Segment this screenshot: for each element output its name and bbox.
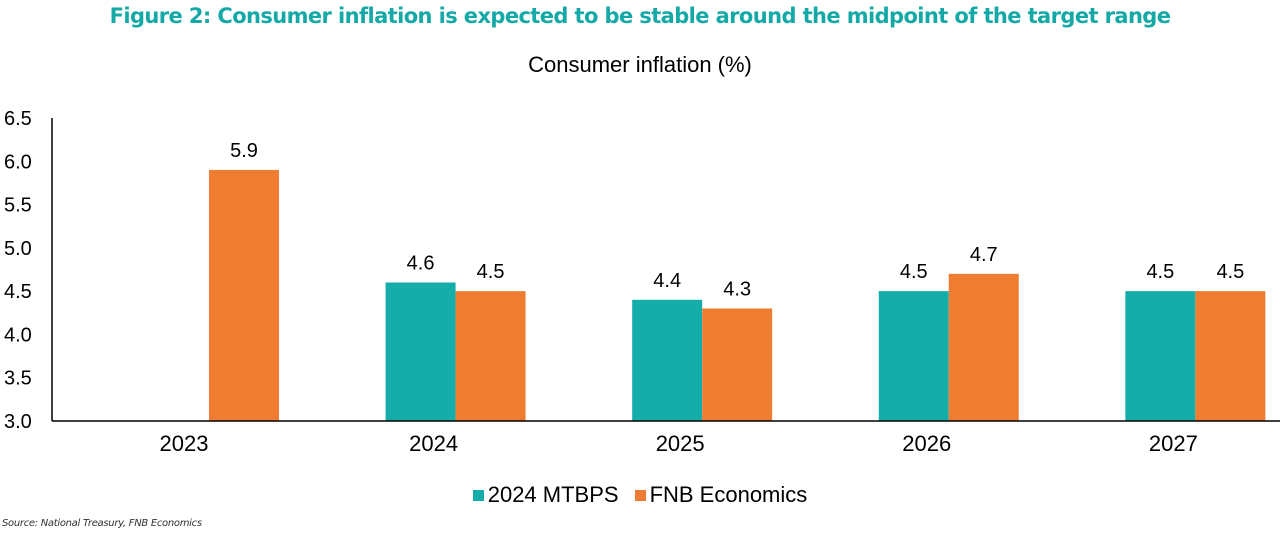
y-tick-label-4-5: 4.5 [4, 281, 32, 303]
y-axis-ticks: 3.0 3.5 4.0 4.5 5.0 5.5 6.0 6.5 [4, 108, 32, 433]
y-tick-label-5-0: 5.0 [4, 238, 32, 260]
legend-swatch-mtbps [472, 489, 484, 501]
data-label-2024-mtbps-2027: 4.5 [1146, 261, 1174, 283]
legend-swatch-fnb [634, 489, 646, 501]
data-label-2024-mtbps-2025: 4.4 [653, 270, 681, 292]
bar-2024-mtbps-2024 [385, 282, 456, 421]
bar-2024-mtbps-2026 [878, 291, 949, 421]
legend-item-fnb: FNB Economics [634, 482, 808, 508]
bar-fnb-economics-2026 [948, 273, 1019, 421]
y-tick-label-6-5: 6.5 [4, 108, 32, 130]
chart-title: Consumer inflation (%) [528, 52, 752, 77]
data-label-fnb-economics-2024: 4.5 [477, 261, 505, 283]
bar-2024-mtbps-2027 [1125, 291, 1196, 421]
data-label-2024-mtbps-2026: 4.5 [900, 261, 928, 283]
bar-fnb-economics-2025 [702, 308, 773, 421]
y-tick-label-3-5: 3.5 [4, 368, 32, 390]
x-tick-label-2027: 2027 [1149, 431, 1198, 456]
data-labels-group: 5.9 4.6 4.5 4.4 4.3 4.5 4.7 4.5 4.5 [230, 140, 1244, 301]
legend: 2024 MTBPS FNB Economics [0, 482, 1280, 508]
x-tick-label-2025: 2025 [656, 431, 705, 456]
legend-item-mtbps: 2024 MTBPS [472, 482, 619, 508]
legend-label-mtbps: 2024 MTBPS [487, 482, 619, 507]
bars-group [209, 169, 1266, 421]
bar-fnb-economics-2024 [455, 291, 526, 421]
figure-title: Figure 2: Consumer inflation is expected… [109, 4, 1171, 28]
data-label-2024-mtbps-2024: 4.6 [407, 252, 435, 274]
data-label-fnb-economics-2026: 4.7 [970, 244, 998, 266]
y-tick-label-4-0: 4.0 [4, 324, 32, 346]
source-note: Source: National Treasury, FNB Economics [2, 518, 202, 529]
x-tick-label-2024: 2024 [409, 431, 458, 456]
x-tick-label-2026: 2026 [902, 431, 951, 456]
bar-2024-mtbps-2025 [632, 299, 703, 421]
y-tick-label-5-5: 5.5 [4, 195, 32, 217]
data-label-fnb-economics-2025: 4.3 [723, 278, 751, 300]
bar-chart: 3.0 3.5 4.0 4.5 5.0 5.5 6.0 6.5 5.9 4.6 4.5 4.4 4.3… [4, 108, 1280, 456]
y-tick-label-6-0: 6.0 [4, 151, 32, 173]
data-label-fnb-economics-2023: 5.9 [230, 140, 258, 162]
x-axis-ticks: 2023 2024 2025 2026 2027 [160, 431, 1198, 456]
bar-fnb-economics-2023 [209, 169, 279, 421]
bar-fnb-economics-2027 [1195, 291, 1266, 421]
x-tick-label-2023: 2023 [160, 431, 209, 456]
data-label-fnb-economics-2027: 4.5 [1216, 261, 1244, 283]
y-tick-label-3-0: 3.0 [4, 411, 32, 433]
legend-label-fnb: FNB Economics [649, 482, 808, 507]
